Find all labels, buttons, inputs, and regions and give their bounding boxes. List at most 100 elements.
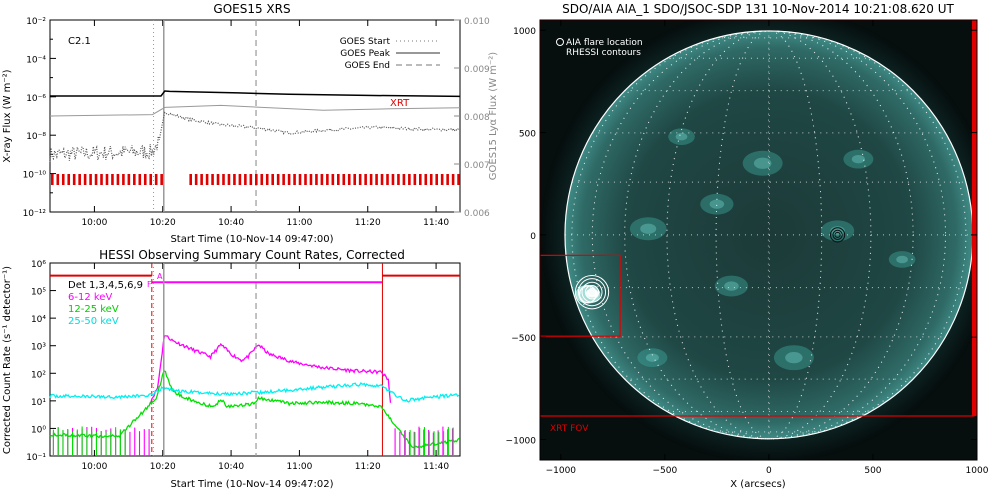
aia-y-tick-label: 0 [530,232,536,242]
goes-x-tick-label: 10:00 [81,218,107,228]
goes-xrt-exposure [408,174,411,185]
aia-legend-flare: AIA flare location [566,38,643,48]
goes-xrt-exposure [61,174,65,185]
goes-short-channel-line [49,111,460,163]
aia-x-tick-label: −500 [652,466,677,476]
active-region-core [724,281,739,291]
hessi-event-lines [153,263,257,456]
goes-panel: GOES15 XRS 10⁻² 10⁻⁴ 10⁻⁶ 10⁻⁸ 10⁻¹⁰ 10⁻¹² 0.… [2,2,499,245]
hessi-series-line [49,382,460,403]
grid-longitude [624,30,914,440]
goes-y-tick-label: 10⁻¹² [23,209,47,219]
hessi-legend-25-50: 25-50 keV [68,316,119,327]
active-region-core [785,352,803,364]
hessi-x-tick-label: 10:20 [150,462,176,472]
goes-x-tick-label: 10:40 [218,218,244,228]
goes-xrt-exposure [375,174,378,185]
goes-xrt-exposure [413,174,417,185]
goes-flare-class: C2.1 [68,36,91,47]
goes-x-axis: 10:00 10:20 10:40 11:00 11:20 11:40 [81,20,449,228]
aia-y-tick-label: 500 [519,130,536,140]
goes-xrt-exposure [276,174,280,185]
goes-legend-end: GOES End [345,61,390,71]
goes-y-label: X-ray Flux (W m⁻²) [2,69,13,162]
grid-longitude [767,30,770,440]
goes-xrt-exposure [347,174,351,185]
goes-xrt-exposure [358,174,362,185]
goes-xrt-exposure [451,174,455,185]
goes-xrt-exposure [138,174,142,185]
hessi-x-tick-label: 11:40 [423,462,449,472]
aia-legend-rhessi: RHESSI contours [566,48,641,58]
goes-xrt-exposure [122,174,125,185]
goes-xrt-exposure [429,174,433,185]
goes-y-tick-label: 10⁻⁶ [26,94,46,104]
aia-plot-frame [539,19,978,461]
goes-xrt-exposure [222,174,225,185]
goes-xrt-exposure [424,174,428,185]
active-region-core [851,154,865,164]
active-region-core [896,255,908,264]
fov-boxes [540,20,977,417]
goes-xrt-exposure [238,174,242,185]
goes-xrt-exposure [397,174,400,185]
aia-y-axis: 1000 500 0 −500 −1000 [506,27,977,447]
hessi-x-tick-label: 11:00 [286,462,312,472]
goes-xrt-exposure [287,174,291,185]
hessi-plot-frame [49,262,461,457]
xrt-fov-edge-bar [971,20,977,416]
goes-y-tick-label: 10⁻⁸ [26,132,46,142]
hessi-legend-header: Det 1,3,4,5,6,9 [68,280,143,291]
goes-xrt-exposure [100,174,103,185]
goes-xrt-exposure [227,174,231,185]
goes-xrt-exposure [189,174,192,185]
weak-contour [834,231,841,238]
hessi-flag-f: F [147,280,152,289]
hessi-legend: Det 1,3,4,5,6,9 6-12 keV 12-25 keV 25-50… [68,280,143,327]
active-region-glow [773,345,814,371]
goes-xrt-exposure [160,174,163,185]
goes-xrt-exposure [255,174,258,185]
goes-xrt-exposure [133,174,136,185]
goes-xrt-exposure [216,174,220,185]
goes-xrt-exposure [149,174,153,185]
goes-xrt-exposure [265,174,269,185]
rhessi-contour [574,275,610,310]
goes-xrt-exposure [391,174,395,185]
active-region-glow [629,217,667,241]
rhessi-contour [577,278,607,307]
goes-xrt-exposure [67,174,71,185]
goes-xrt-exposure [364,174,367,185]
goes-xrt-exposure [94,174,98,185]
hessi-title: HESSI Observing Summary Count Rates, Cor… [99,248,405,262]
goes-xrt-exposure [353,174,356,185]
aia-x-tick-label: −1000 [546,466,577,476]
goes-y2-label: GOES15 Lyα Flux (W m⁻²) [488,52,499,180]
goes-xrt-exposure [386,174,389,185]
goes-xrt-exposure [72,174,76,185]
goes-xrt-exposure [233,174,236,185]
rhessi-fov-box [540,254,621,337]
goes-xrt-exposure [380,174,384,185]
active-region-glow [843,149,874,169]
hessi-series [49,335,460,456]
goes-x-tick-label: 11:20 [355,218,381,228]
goes-xrt-exposure [249,174,253,185]
hessi-legend-12-25: 12-25 keV [68,304,119,315]
goes-xrt-exposure [402,174,406,185]
active-region-glow [668,128,695,145]
goes-xrt-exposure [457,174,460,185]
goes-y-tick-label: 10⁻² [26,17,46,27]
active-region-glow [714,275,749,297]
goes-xrt-exposure [56,174,60,185]
hessi-y-tick-label: 10⁰ [31,425,46,435]
goes-xrt-exposure [337,174,340,185]
goes-y-tick-label: 10⁻⁴ [26,55,46,65]
goes-xrt-exposure [326,174,329,185]
goes-series [49,90,461,163]
aia-x-tick-label: 1000 [966,466,989,476]
hessi-x-label: Start Time (10-Nov-14 09:47:02) [170,479,333,490]
aia-x-label: X (arcsecs) [730,479,786,490]
aia-flare-location-marker [578,285,597,304]
hessi-y-label: Corrected Count Rate (s⁻¹ detector⁻¹) [2,266,13,454]
